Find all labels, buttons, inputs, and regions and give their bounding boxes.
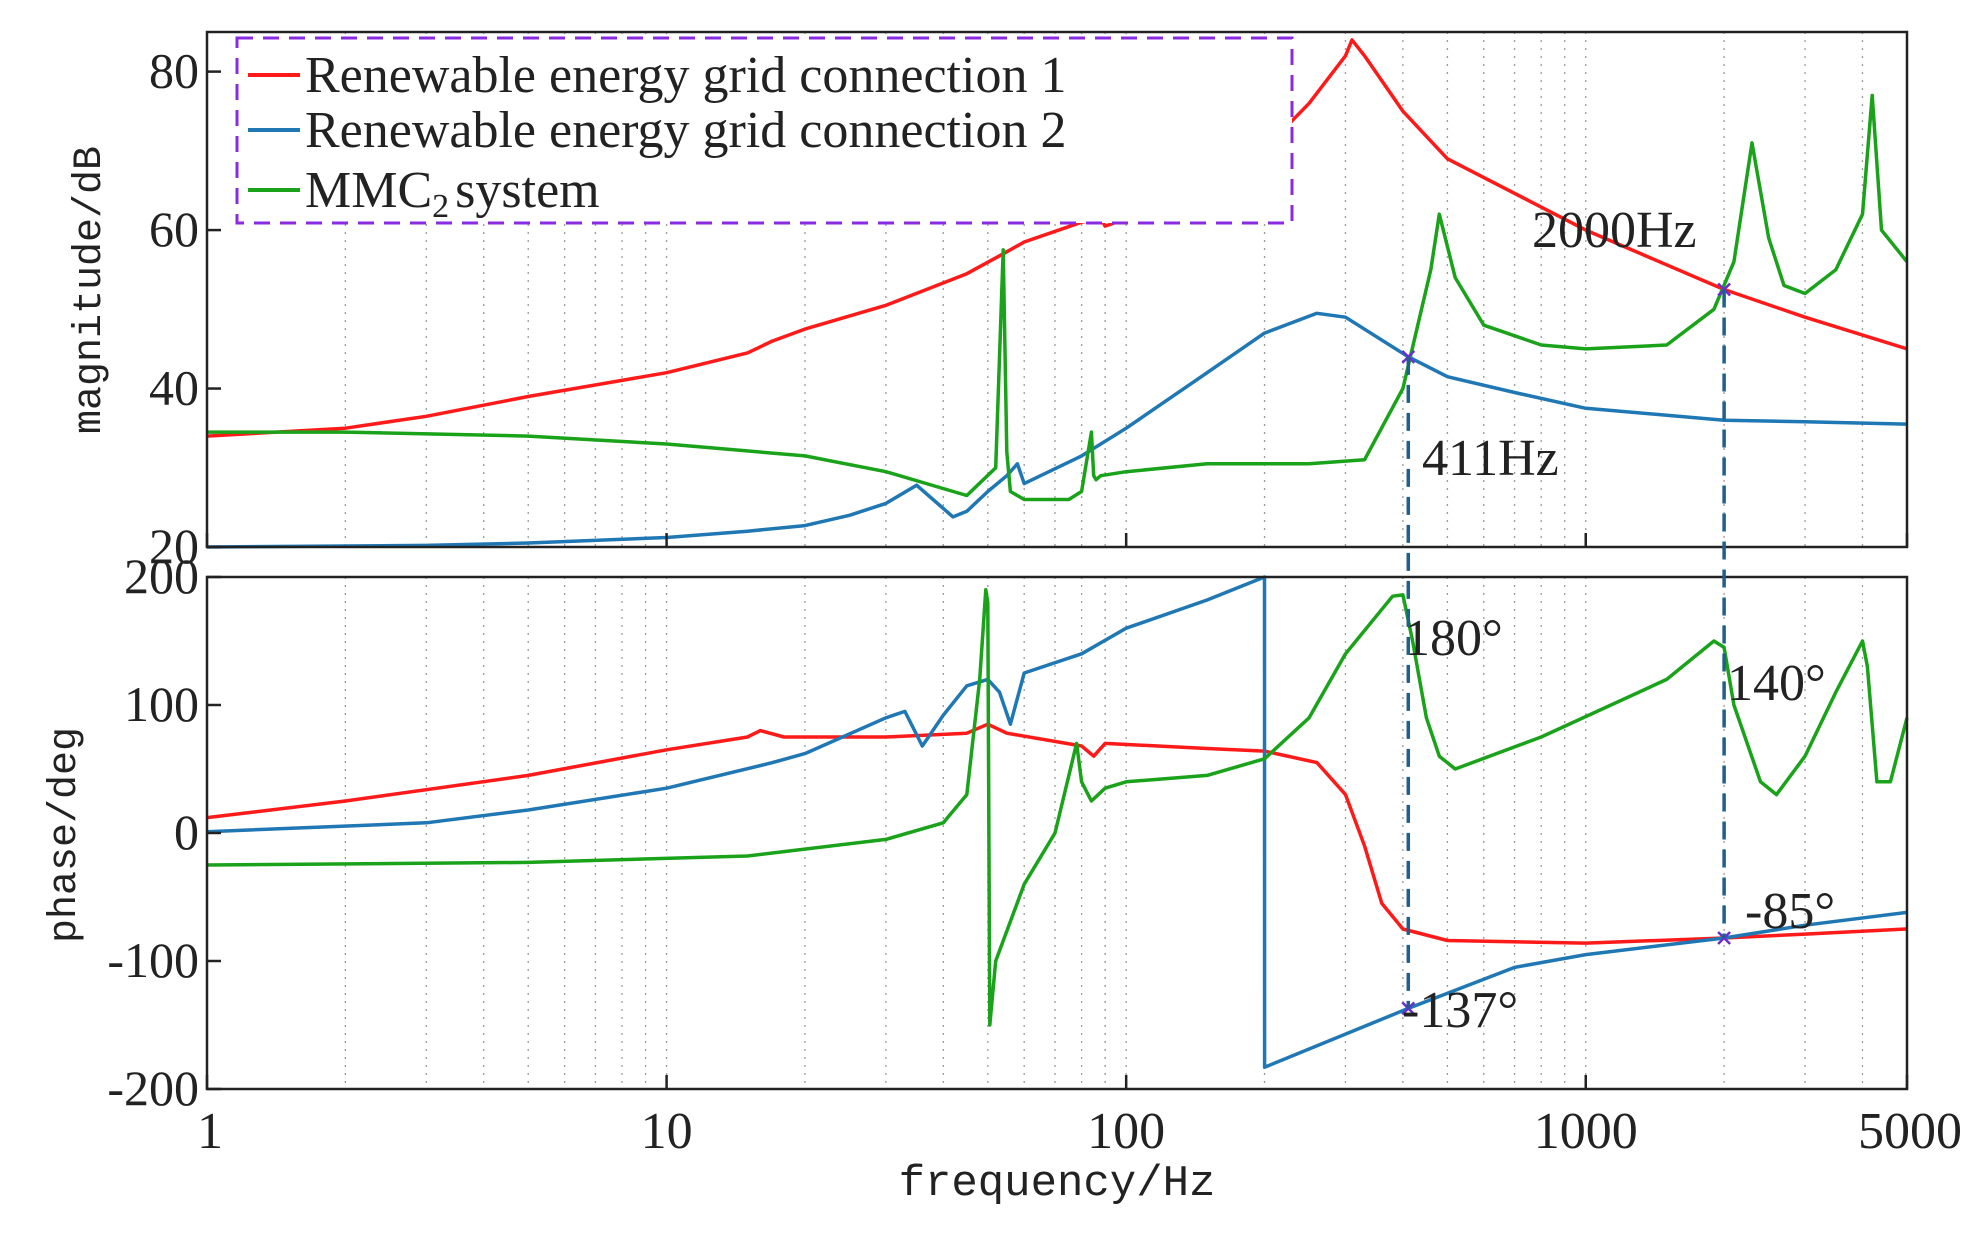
magnitude-ytick-label-2: 60: [149, 201, 199, 257]
phase-ytick-label-3: 100: [124, 676, 199, 732]
annotation-180deg: 180°: [1404, 610, 1503, 667]
magnitude-ytick-label-0: 20: [149, 518, 199, 574]
annotation-minus85deg: -85°: [1745, 883, 1835, 940]
xtick-label-3: 1000: [1534, 1103, 1638, 1160]
legend-label-renewable1: Renewable energy grid connection 1: [305, 47, 1066, 104]
phase-panel: -200 -100 0 100 200 1 10 100 1000 5000 phase/deg…: [43, 533, 1962, 1209]
xtick-label-1: 10: [641, 1103, 693, 1160]
phase-y-axis-label: phase/deg: [43, 727, 88, 943]
annotation-140deg: 140°: [1727, 655, 1826, 712]
phase-x-ticks: 1 10 100 1000 5000: [197, 533, 1962, 1160]
legend-mmc-text: MMC: [305, 162, 432, 219]
magnitude-curve-mmc: [207, 93, 1909, 502]
magnitude-axes-frame: [205, 30, 1909, 549]
phase-ytick-label-2: 0: [174, 804, 199, 860]
legend-mmc-subscript: 2: [432, 188, 449, 225]
annotation-411hz: 411Hz: [1422, 430, 1559, 487]
magnitude-y-axis-label: magnitude/dB: [68, 146, 113, 434]
phase-curve-renewable1: [206, 722, 1908, 945]
phase-grid: [344, 577, 1864, 1089]
legend-label-mmc: MMC2 system: [305, 162, 600, 225]
magnitude-y-ticks: 20 40 60 80: [149, 43, 221, 574]
phase-y-ticks: -200 -100 0 100 200: [107, 548, 221, 1116]
legend-label-renewable2: Renewable energy grid connection 2: [305, 102, 1066, 159]
xtick-label-4: 5000: [1858, 1103, 1962, 1160]
magnitude-ytick-label-1: 40: [149, 360, 199, 416]
xtick-label-0: 1: [197, 1103, 223, 1160]
magnitude-curve-renewable2: [206, 311, 1908, 549]
phase-curve-renewable2: [206, 575, 1908, 1069]
marker-point-411hz: [1401, 349, 1416, 364]
phase-curve-mmc: [206, 588, 1909, 1027]
legend-mmc-system: system: [455, 162, 599, 219]
frequency-marker-lines: [1406, 289, 1726, 1009]
annotation-minus137deg: -137°: [1402, 982, 1518, 1039]
phase-ytick-label-1: -100: [107, 932, 199, 988]
xtick-label-2: 100: [1087, 1103, 1165, 1160]
phase-curves: [206, 575, 1909, 1069]
magnitude-panel: 20 40 60 80 magnitude/dB 411Hz 2000Hz Renew…: [68, 30, 1909, 574]
annotation-2000hz: 2000Hz: [1532, 202, 1697, 259]
x-axis-label: frequency/Hz: [899, 1159, 1216, 1209]
magnitude-ytick-label-3: 80: [149, 43, 199, 99]
legend-box: [235, 36, 1294, 225]
phase-ytick-label-0: -200: [107, 1060, 199, 1116]
legend: Renewable energy grid connection 1 Renew…: [235, 36, 1294, 225]
magnitude-grid: [344, 32, 1864, 547]
phase-ytick-label-4: 200: [124, 548, 199, 604]
